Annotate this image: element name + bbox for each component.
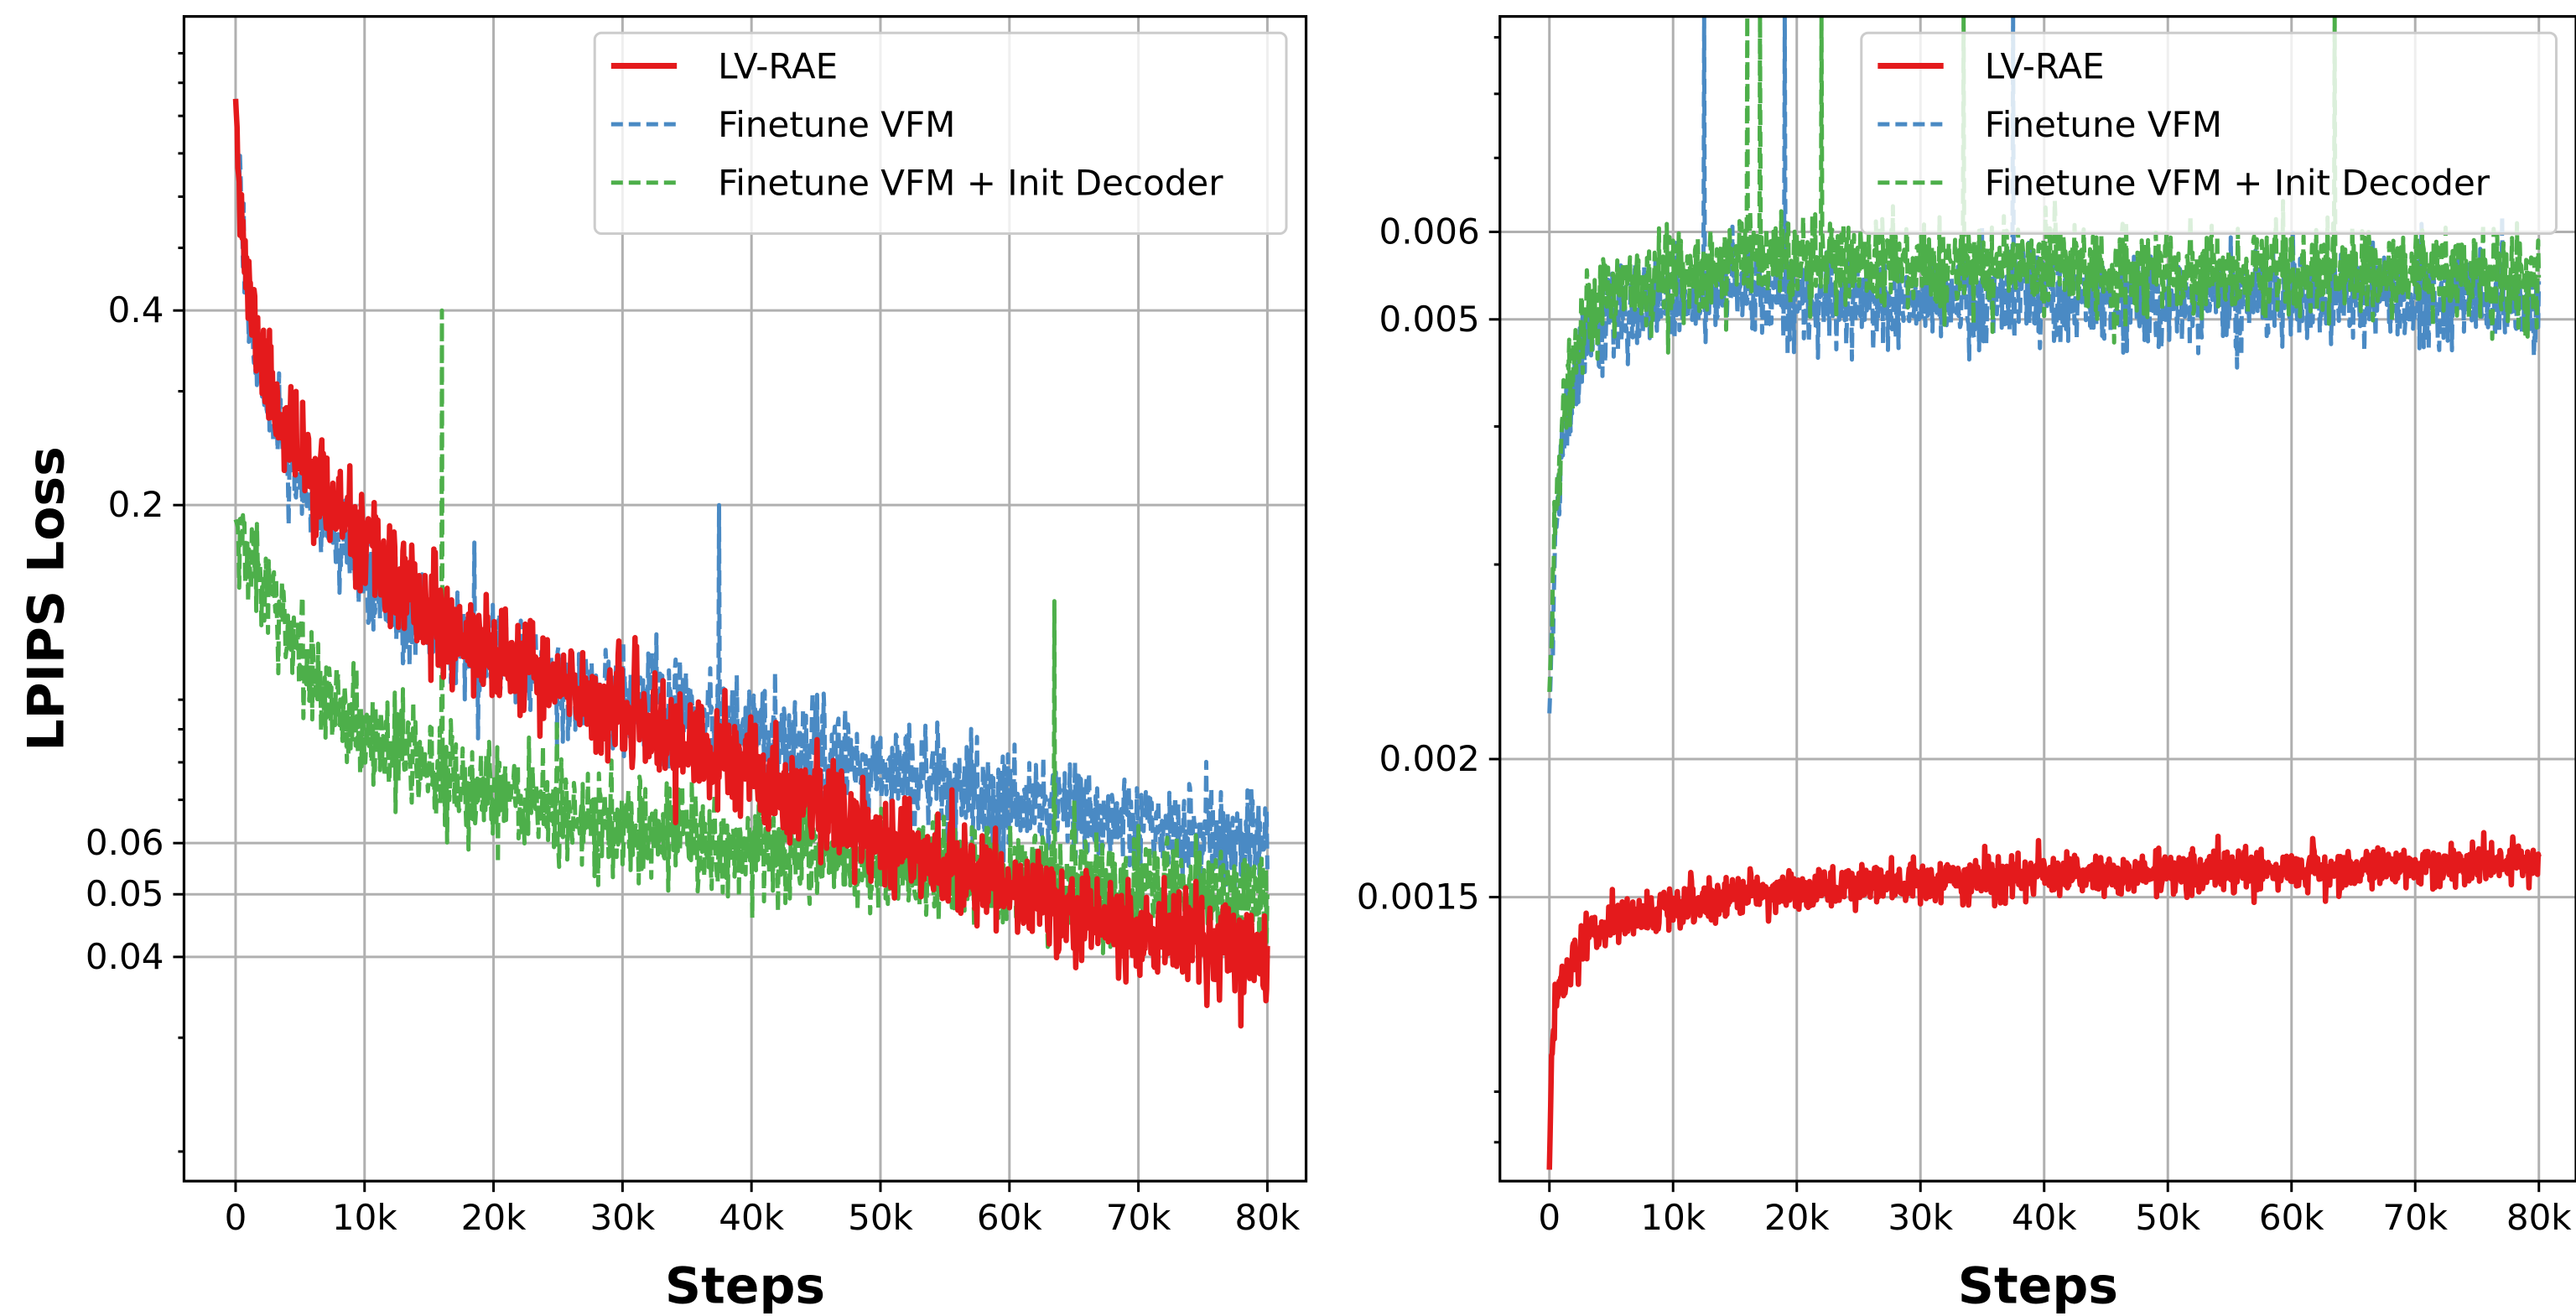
right-plot-legend-label-finetune-vfm-init-decoder: Finetune VFM + Init Decoder bbox=[1985, 163, 2490, 204]
left-plot-x-tick-label: 50k bbox=[848, 1197, 913, 1238]
left-plot: 0 10k 20k 30k 40k 50k 60k 70k 80k 0.04 0.05 0.06 0.2… bbox=[17, 15, 1308, 1315]
left-plot-series bbox=[232, 98, 1270, 1029]
left-plot-legend: LV-RAE Finetune VFM Finetune VFM + Init … bbox=[593, 31, 1288, 235]
right-plot: 0 10k 20k 30k 40k 50k 60k 70k 80k 0.0015 0.002 0.00… bbox=[1357, 15, 2576, 1315]
right-plot-x-tick-label: 10k bbox=[1640, 1197, 1706, 1238]
right-plot-x-tick-label: 70k bbox=[2382, 1197, 2448, 1238]
left-plot-x-tick-label: 60k bbox=[977, 1197, 1042, 1238]
left-plot-legend-box bbox=[593, 31, 1288, 235]
right-plot-x-axis-label: Steps bbox=[1958, 1256, 2118, 1315]
left-plot-series-lv-rae bbox=[232, 98, 1270, 1029]
left-plot-y-tick-label: 0.06 bbox=[86, 822, 164, 863]
right-plot-x-tick-label: 40k bbox=[2012, 1197, 2077, 1238]
left-plot-x-tick-label: 10k bbox=[332, 1197, 397, 1238]
right-plot-legend-label-finetune-vfm: Finetune VFM bbox=[1985, 104, 2222, 145]
right-plot-series-lv-rae bbox=[1546, 830, 2542, 1170]
left-plot-y-tick-label: 0.04 bbox=[86, 936, 164, 977]
right-plot-legend-box bbox=[1860, 31, 2558, 235]
left-plot-y-axis-label: LPIPS Loss bbox=[17, 446, 75, 752]
right-plot-frame bbox=[1498, 15, 2576, 1183]
left-plot-y-tick-label: 0.05 bbox=[86, 873, 164, 914]
right-plot-y-tick-label: 0.0015 bbox=[1357, 876, 1480, 918]
right-plot-y-tick-label: 0.002 bbox=[1379, 738, 1479, 779]
right-plot-x-tick-label: 0 bbox=[1538, 1197, 1561, 1238]
right-plot-y-tick-label: 0.005 bbox=[1379, 299, 1479, 340]
left-plot-ticks: 0 10k 20k 30k 40k 50k 60k 70k 80k 0.04 0.05 0.06 0.2… bbox=[86, 51, 1301, 1238]
right-plot-series-finetune-vfm-init-decoder bbox=[1547, 16, 2542, 693]
left-plot-x-tick-label: 80k bbox=[1235, 1197, 1301, 1238]
right-plot-x-tick-label: 20k bbox=[1764, 1197, 1830, 1238]
left-plot-legend-label-finetune-vfm: Finetune VFM bbox=[718, 104, 955, 145]
right-plot-series bbox=[1546, 16, 2542, 1170]
right-plot-ticks: 0 10k 20k 30k 40k 50k 60k 70k 80k 0.0015 0.002 0.00… bbox=[1357, 35, 2572, 1238]
right-plot-legend: LV-RAE Finetune VFM Finetune VFM + Init … bbox=[1860, 31, 2558, 235]
right-plot-x-tick-label: 50k bbox=[2135, 1197, 2200, 1238]
right-plot-x-tick-label: 80k bbox=[2506, 1197, 2572, 1238]
left-plot-x-tick-label: 30k bbox=[589, 1197, 655, 1238]
right-plot-legend-label-lv-rae: LV-RAE bbox=[1985, 45, 2105, 86]
left-plot-legend-label-lv-rae: LV-RAE bbox=[718, 45, 838, 86]
left-plot-y-tick-label: 0.2 bbox=[108, 484, 164, 525]
left-plot-x-tick-label: 0 bbox=[225, 1197, 247, 1238]
right-plot-x-tick-label: 60k bbox=[2259, 1197, 2324, 1238]
left-plot-y-tick-label: 0.4 bbox=[108, 289, 164, 330]
left-plot-frame bbox=[182, 15, 1308, 1183]
left-plot-x-tick-label: 20k bbox=[461, 1197, 527, 1238]
right-plot-y-tick-label: 0.006 bbox=[1379, 211, 1479, 252]
right-plot-x-tick-label: 30k bbox=[1888, 1197, 1953, 1238]
left-plot-x-tick-label: 40k bbox=[719, 1197, 784, 1238]
left-plot-x-tick-label: 70k bbox=[1106, 1197, 1171, 1238]
left-plot-legend-label-finetune-vfm-init-decoder: Finetune VFM + Init Decoder bbox=[718, 163, 1223, 204]
left-plot-x-axis-label: Steps bbox=[665, 1256, 825, 1315]
